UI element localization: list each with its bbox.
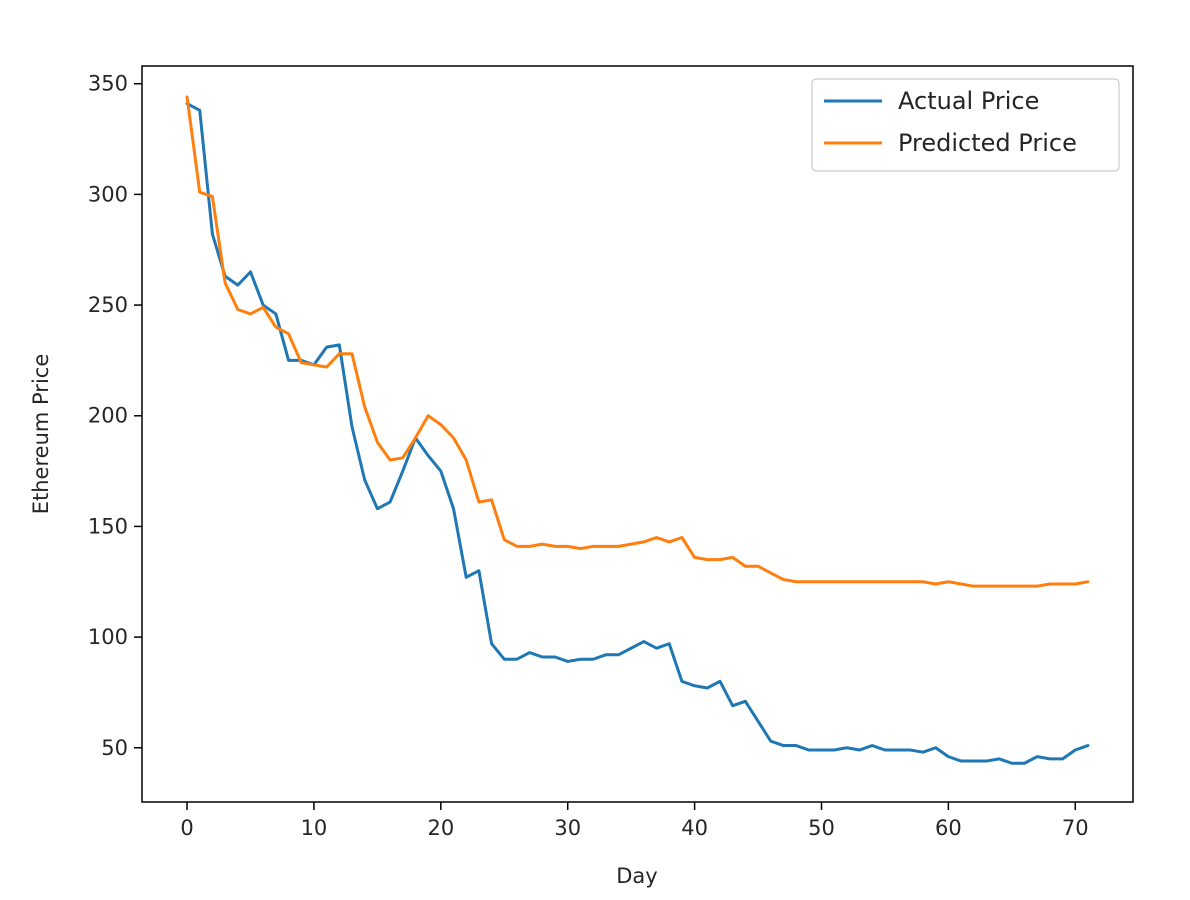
x-tick-label: 50: [808, 816, 835, 840]
x-tick-label: 40: [681, 816, 708, 840]
series-line-actual-price: [185, 102, 1090, 765]
y-tick-label: 300: [88, 182, 128, 206]
series-layer: [185, 95, 1090, 765]
y-tick-label: 350: [88, 72, 128, 96]
x-tick-label: 30: [554, 816, 581, 840]
y-tick-label: 50: [101, 736, 128, 760]
x-tick-label: 0: [180, 816, 193, 840]
x-tick-label: 20: [427, 816, 454, 840]
x-tick-label: 60: [935, 816, 962, 840]
x-tick-label: 10: [301, 816, 328, 840]
y-axis-title: Ethereum Price: [29, 354, 53, 515]
y-tick-label: 250: [88, 293, 128, 317]
y-tick-label: 150: [88, 514, 128, 538]
legend-label-actual-price: Actual Price: [898, 87, 1039, 115]
x-axis-title: Day: [616, 864, 657, 888]
legend: Actual Price Predicted Price: [811, 78, 1120, 172]
y-tick-label: 200: [88, 404, 128, 428]
legend-label-predicted-price: Predicted Price: [898, 129, 1077, 157]
plot-area-frame: [141, 65, 1134, 803]
ticks-layer: 0 10 20 30 40 50 60 70 50 100 150 200 250 300 350: [88, 72, 1089, 840]
legend-box: [811, 78, 1120, 172]
y-tick-label: 100: [88, 625, 128, 649]
series-line-predicted-price: [185, 95, 1090, 588]
x-tick-label: 70: [1062, 816, 1089, 840]
